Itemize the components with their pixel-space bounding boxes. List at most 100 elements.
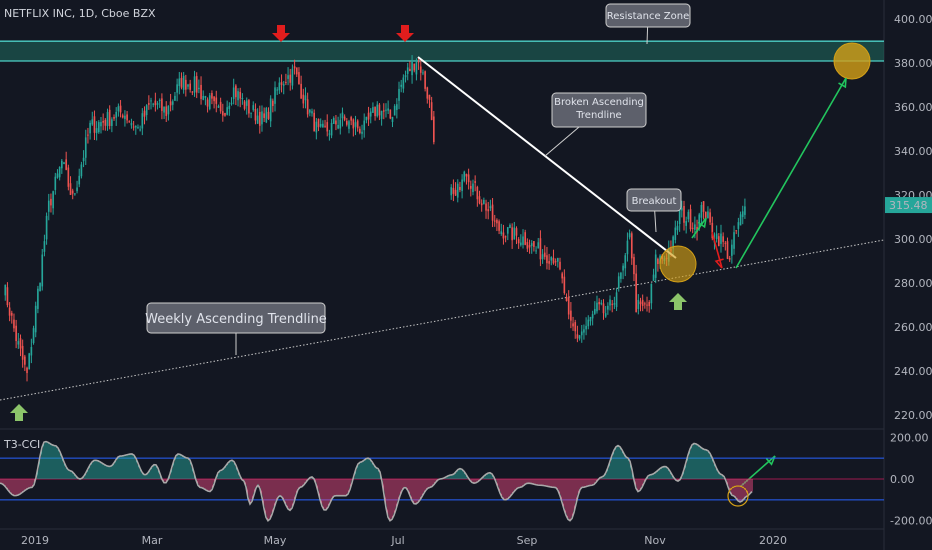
candle-body [356,120,359,129]
candle-body [715,233,718,240]
candle-body [250,112,252,114]
target-up-arrow-head [838,77,847,89]
pullback-down-arrow-line [711,231,723,269]
candle-body [524,232,527,245]
candle-body [263,113,265,118]
candle-body [152,103,155,105]
candle-body [604,313,607,317]
rebound-up-arrow-head [697,217,707,229]
weekly-trendline [0,239,885,401]
cci-tick-label: 200.00 [890,431,929,444]
candle-body [93,116,96,133]
candle-body [554,261,557,263]
candle-body [657,258,659,265]
candle-body [219,101,222,112]
candle-body [308,109,311,113]
candle-body [541,254,544,260]
candle-body [413,63,416,71]
candle-body [332,118,335,124]
candle-body [71,190,74,194]
candle-body [711,222,714,239]
candle-body [269,98,272,122]
candle-body [19,338,22,349]
candle-body [459,186,461,191]
candle-body [652,274,655,281]
candle-body [171,101,174,105]
candle-body [744,206,746,215]
resistance-callout: Resistance Zone [605,3,691,45]
candle-body [672,236,674,249]
candle-body [189,83,192,90]
candle-body [165,106,168,116]
candle-body [276,89,279,91]
candle-body [163,106,165,113]
candle-body [583,329,585,333]
candle-body [452,187,455,194]
candle-body [54,176,57,190]
candle-body [680,207,683,211]
candle-body [204,96,207,98]
candle-body [502,232,505,239]
candle-body [480,203,483,206]
candle-body [261,111,263,125]
price-tick-label: 400.00 [894,13,932,26]
candle-body [50,198,52,206]
candle-body [343,116,346,120]
candle-body [376,104,379,117]
candle-body [230,102,233,105]
candle-body [132,126,135,128]
candle-body [607,305,609,310]
candle-body [289,74,292,83]
candle-body [378,104,381,116]
candle-body [374,106,376,117]
candle-body [291,68,294,86]
candle-body [567,297,570,315]
candle-body [694,224,696,230]
weekly-trendline-callout-text: Weekly Ascending Trendline [145,312,327,327]
candle-body [300,83,302,99]
candle-body [735,230,738,232]
price-tick-label: 360.00 [894,101,932,114]
candle-body [106,112,109,127]
candle-body [67,167,70,187]
candle-body [722,236,724,242]
candle-body [528,245,531,248]
candle-body [17,341,20,345]
candle-body [404,75,407,78]
candle-body [593,308,596,314]
candle-body [60,160,63,169]
candle-body [585,325,587,330]
green-up-marker [10,404,28,421]
candle-body [463,171,466,181]
candle-body [330,122,333,136]
candle-body [313,112,316,132]
candle-body [506,227,509,234]
candle-body [678,209,681,225]
candle-body [382,110,385,112]
candle-body [644,303,646,305]
candle-body [235,85,237,98]
candle-body [256,115,259,124]
candle-body [254,108,257,121]
candle-body [496,219,498,224]
target-highlight-circle [833,42,871,80]
candle-body [319,123,322,127]
time-tick-label: 2020 [759,534,787,547]
candle-body [215,97,218,104]
candle-body [417,61,420,63]
candle-body [415,62,418,75]
candle-body [174,95,176,101]
candle-body [398,88,400,101]
candle-body [178,78,181,87]
candle-body [363,120,366,131]
candle-body [245,100,248,106]
candle-body [474,181,476,183]
candle-body [143,110,146,117]
candle-body [591,314,594,319]
candle-body [274,87,276,104]
candle-body [472,183,474,193]
time-tick-label: Nov [644,534,666,547]
candle-body [456,183,459,198]
candle-body [32,328,35,343]
candle-body [4,284,7,296]
